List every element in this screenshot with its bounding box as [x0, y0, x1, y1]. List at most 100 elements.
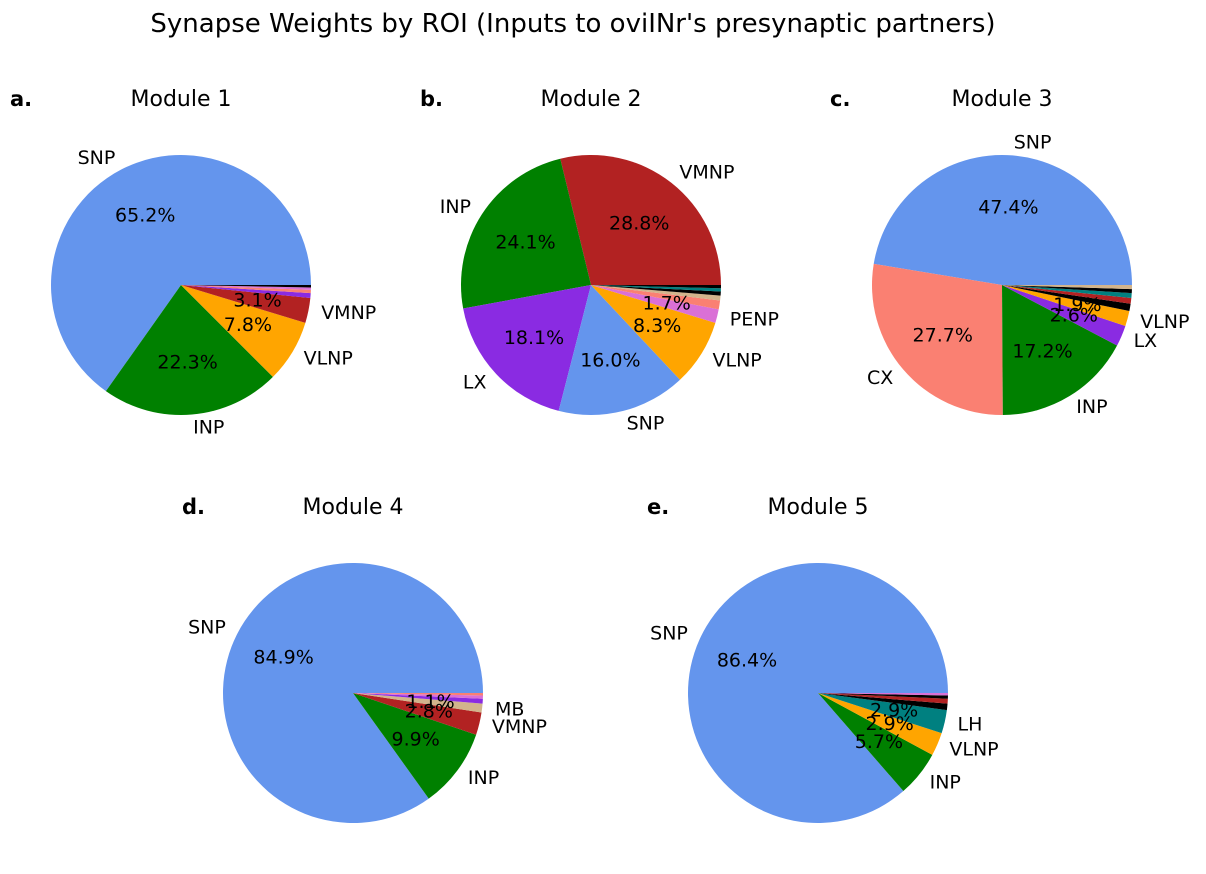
pie-slice-lx: [1002, 285, 1126, 346]
pie-slice-8: [818, 693, 949, 696]
panel-letter: d.: [182, 495, 205, 519]
slice-percent-label: 84.9%: [253, 646, 313, 668]
slice-label: INP: [1076, 396, 1107, 418]
pie-slice-inp: [353, 693, 477, 799]
panel-letter: a.: [10, 87, 32, 111]
pie-panel-4: d. Module 4 SNP 84.9% INP 9.9% VMNP 2.8% MB 1.1%: [182, 495, 547, 823]
pie-slice-vmnp: [181, 285, 311, 323]
pie-slice-5: [181, 285, 311, 299]
slice-percent-label: 1.9%: [1053, 294, 1101, 316]
panel-title: Module 4: [303, 495, 404, 520]
pie-labels: VMNP 28.8% INP 24.1% LX 18.1% SNP 16.0% VLNP 8.3%…: [440, 162, 779, 435]
slice-percent-label: 2.9%: [866, 713, 914, 735]
pie-slice-10: [1002, 285, 1132, 290]
pie-wedges: [871, 154, 1132, 416]
pie-slice-vmnp: [353, 693, 482, 735]
slice-percent-label: 3.1%: [233, 289, 281, 311]
slice-label: VLNP: [304, 348, 353, 370]
pie-wedges: [223, 562, 484, 823]
pie-slice-6: [181, 285, 311, 294]
pie-slice-vlnp: [818, 693, 942, 755]
pie-labels: SNP 47.4% CX 27.7% INP 17.2% LX 2.6% VLNP 1.9%: [867, 132, 1189, 419]
slice-percent-label: 1.7%: [643, 293, 691, 315]
slice-percent-label: 5.7%: [855, 731, 903, 753]
slice-label: VLNP: [713, 350, 762, 372]
pie-slice-5: [818, 693, 948, 711]
panel-title: Module 5: [768, 495, 869, 520]
slice-label: SNP: [188, 617, 226, 639]
slice-label: VMNP: [679, 162, 734, 184]
panel-letter: c.: [830, 87, 850, 111]
slice-percent-label: 65.2%: [115, 205, 175, 227]
slice-label: LX: [463, 372, 487, 394]
slice-percent-label: 9.9%: [392, 728, 440, 750]
pie-slice-7: [818, 693, 948, 699]
pie-slice-snp: [558, 285, 680, 416]
pie-slice-lh: [818, 693, 947, 734]
pie-wedges: [51, 154, 312, 415]
slice-label: INP: [468, 767, 499, 789]
pie-slice-6: [818, 693, 948, 704]
pie-slice-9: [591, 285, 721, 296]
slice-percent-label: 16.0%: [580, 350, 640, 372]
slice-label: MB: [495, 699, 524, 721]
slice-percent-label: 27.7%: [913, 325, 973, 347]
slice-percent-label: 2.6%: [1050, 305, 1098, 327]
pie-panel-1: a. Module 1 SNP 65.2% INP 22.3% VLNP 7.8% VMNP 3.…: [10, 87, 376, 439]
pie-slice-vmnp: [560, 155, 721, 285]
slice-percent-label: 8.3%: [633, 315, 681, 337]
pie-slice-10: [591, 285, 721, 292]
slice-label: PENP: [730, 308, 779, 330]
pie-panel-5: e. Module 5 SNP 86.4% INP 5.7% VLNP 2.9% LH 2.9%: [647, 495, 999, 824]
slice-label: VLNP: [1140, 311, 1189, 333]
pie-panel-3: c. Module 3 SNP 47.4% CX 27.7% INP 17.2% LX 2.6% V…: [830, 87, 1189, 418]
pie-slice-8: [181, 285, 312, 288]
pie-slice-vlnp: [181, 285, 306, 377]
pie-slice-cx: [871, 263, 1003, 416]
pie-slice-5: [353, 693, 483, 704]
slice-percent-label: 2.9%: [870, 699, 918, 721]
pie-slice-inp: [460, 158, 591, 309]
pie-panel-2: b. Module 2 VMNP 28.8% INP 24.1% LX 18.1% SNP 16.…: [420, 87, 779, 435]
slice-label: LH: [958, 714, 983, 736]
slice-label: INP: [930, 771, 961, 793]
pie-slice-inp: [105, 285, 273, 415]
slice-percent-label: 86.4%: [717, 650, 777, 672]
slice-label: VMNP: [321, 302, 376, 324]
slice-label: INP: [440, 196, 471, 218]
slice-percent-label: 17.2%: [1012, 341, 1072, 363]
slice-label: VLNP: [949, 738, 998, 760]
pie-slice-lx: [463, 285, 591, 411]
slice-percent-label: 1.1%: [406, 691, 454, 713]
slice-percent-label: 2.8%: [405, 700, 453, 722]
pie-labels: SNP 84.9% INP 9.9% VMNP 2.8% MB 1.1%: [188, 617, 547, 789]
slice-label: VMNP: [492, 716, 547, 738]
pie-slice-vlnp: [591, 285, 716, 380]
pie-slice-vlnp: [1002, 285, 1130, 326]
pie-labels: SNP 86.4% INP 5.7% VLNP 2.9% LH 2.9%: [650, 623, 999, 794]
pie-slice-9: [1002, 285, 1132, 294]
panel-letter: e.: [647, 495, 669, 519]
pie-slice-8: [591, 285, 721, 301]
pie-wedges: [460, 155, 721, 416]
pie-slice-7: [591, 285, 721, 310]
pie-panels: a. Module 1 SNP 65.2% INP 22.3% VLNP 7.8% VMNP 3.…: [10, 87, 1189, 824]
slice-label: INP: [193, 417, 224, 439]
slice-label: CX: [867, 367, 893, 389]
slice-label: SNP: [1014, 132, 1052, 154]
slice-label: SNP: [650, 623, 688, 645]
pie-slice-6: [353, 693, 483, 699]
slice-percent-label: 22.3%: [157, 352, 217, 374]
slice-label: SNP: [78, 147, 116, 169]
panel-letter: b.: [420, 87, 443, 111]
pie-slice-snp: [873, 154, 1132, 285]
slice-label: SNP: [627, 413, 665, 435]
pie-slice-snp: [51, 154, 312, 392]
pie-slice-mb: [353, 693, 483, 713]
slice-percent-label: 7.8%: [224, 314, 272, 336]
slice-percent-label: 24.1%: [495, 232, 555, 254]
pie-wedges: [688, 563, 949, 824]
pie-slice-7: [353, 693, 484, 696]
pie-slice-6: [1002, 285, 1131, 311]
